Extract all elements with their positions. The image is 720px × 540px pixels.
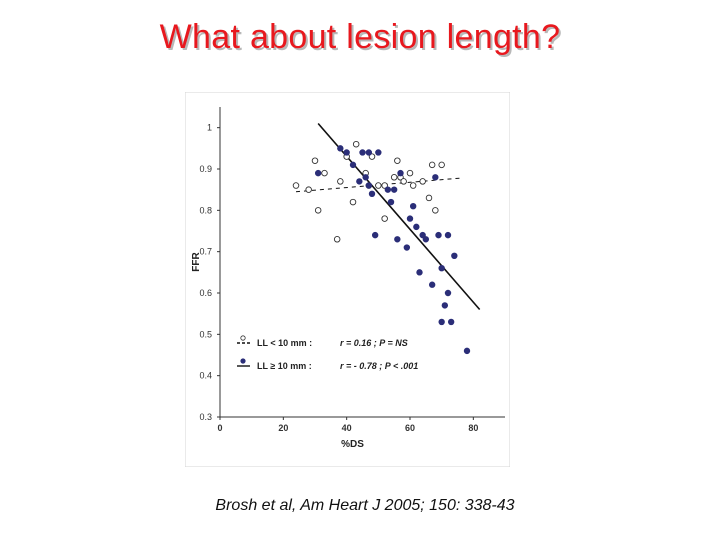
open-data-point (292, 182, 300, 189)
filled-data-point (371, 231, 379, 239)
open-data-point (419, 178, 426, 185)
filled-data-point (390, 186, 398, 193)
open-data-point (425, 194, 433, 202)
slide-title: What about lesion length? (159, 18, 561, 56)
filled-data-point (362, 174, 369, 181)
open-data-point (375, 182, 382, 189)
open-data-point (381, 215, 388, 222)
filled-data-point (444, 289, 452, 297)
filled-data-point (314, 169, 322, 177)
filled-data-point (403, 244, 411, 251)
open-data-point (337, 178, 344, 185)
filled-data-point (451, 252, 458, 259)
y-tick-label: 0.6 (199, 288, 212, 298)
filled-data-point (409, 202, 417, 210)
open-data-point (432, 207, 439, 214)
filled-data-point (365, 182, 373, 189)
legend-label: LL ≥ 10 mm : (257, 361, 312, 371)
open-data-point (311, 157, 319, 164)
open-data-point (428, 161, 436, 169)
y-tick-label: 0.8 (199, 205, 212, 215)
filled-data-point (441, 302, 449, 309)
filled-data-point (438, 318, 445, 326)
open-data-point (352, 140, 360, 148)
y-tick-label: 0.9 (199, 164, 212, 174)
legend-stats: r = - 0.78 ; P < .001 (340, 361, 418, 371)
open-data-point (368, 153, 376, 160)
open-data-point (400, 178, 407, 185)
filled-data-point (394, 236, 401, 243)
x-axis-label: %DS (341, 439, 364, 450)
open-data-point (349, 198, 357, 206)
scatter-figure: 0.3 0.4 0.5 0.6 0.7 0.8 0.9 1 0 20 40 60 80 %DS FFR LL… (185, 92, 510, 467)
open-data-point (394, 157, 401, 164)
open-data-point (314, 207, 322, 214)
open-data-point (381, 182, 388, 189)
open-data-point (321, 169, 328, 177)
figure-frame (185, 92, 510, 467)
filled-data-point (413, 223, 420, 231)
legend-marker (240, 335, 246, 341)
filled-data-point (368, 190, 376, 197)
filled-data-point (337, 145, 344, 152)
legend: LL < 10 mm : r = 0.16 ; P = NS LL ≥ 10 mm … (237, 335, 418, 371)
filled-data-point (435, 231, 442, 239)
ffr-scatter-chart: 0.3 0.4 0.5 0.6 0.7 0.8 0.9 1 0 20 40 60 80 %DS FFR LL… (185, 92, 510, 467)
citation: Brosh et al, Am Heart J 2005; 150: 338-4… (215, 497, 515, 514)
x-tick-label: 0 (217, 423, 222, 433)
filled-data-point (438, 264, 445, 272)
filled-data-point (463, 347, 471, 355)
x-tick-label: 80 (468, 423, 478, 433)
y-axis-label: FFR (191, 252, 202, 272)
filled-data-point (447, 318, 455, 326)
filled-data-point (375, 149, 382, 156)
filled-data-point (387, 198, 395, 206)
filled-data-point (365, 149, 373, 156)
filled-data-point (428, 281, 436, 288)
open-data-point (390, 174, 398, 181)
filled-data-point (384, 186, 392, 193)
legend-label: LL < 10 mm : (257, 338, 312, 348)
filled-data-point (416, 269, 423, 276)
legend-marker (240, 358, 246, 364)
filled-data-point (343, 149, 350, 156)
filled-data-point (444, 231, 452, 239)
y-tick-label: 0.3 (199, 412, 212, 422)
filled-data-point (349, 161, 357, 169)
filled-data-point (406, 215, 414, 222)
open-data-point (333, 236, 341, 243)
x-tick-label: 20 (278, 423, 288, 433)
filled-data-point (359, 149, 366, 156)
data-points (292, 140, 471, 355)
filled-data-point (422, 236, 430, 243)
x-tick-label: 40 (342, 423, 352, 433)
open-data-point (406, 169, 414, 177)
filled-data-point (432, 174, 439, 181)
y-tick-label: 1 (207, 123, 212, 133)
open-data-point (305, 186, 312, 193)
x-tick-label: 60 (405, 423, 415, 433)
filled-data-point (419, 231, 426, 239)
y-tick-label: 0.4 (199, 371, 212, 381)
open-data-point (438, 161, 445, 169)
filled-data-point (356, 178, 363, 185)
y-tick-label: 0.7 (199, 247, 212, 257)
filled-data-point (397, 169, 404, 177)
axes: 0.3 0.4 0.5 0.6 0.7 0.8 0.9 1 0 20 40 60 80 %DS FFR (191, 107, 505, 450)
legend-stats: r = 0.16 ; P = NS (340, 338, 408, 348)
y-tick-label: 0.5 (199, 329, 212, 339)
open-data-point (409, 182, 417, 189)
